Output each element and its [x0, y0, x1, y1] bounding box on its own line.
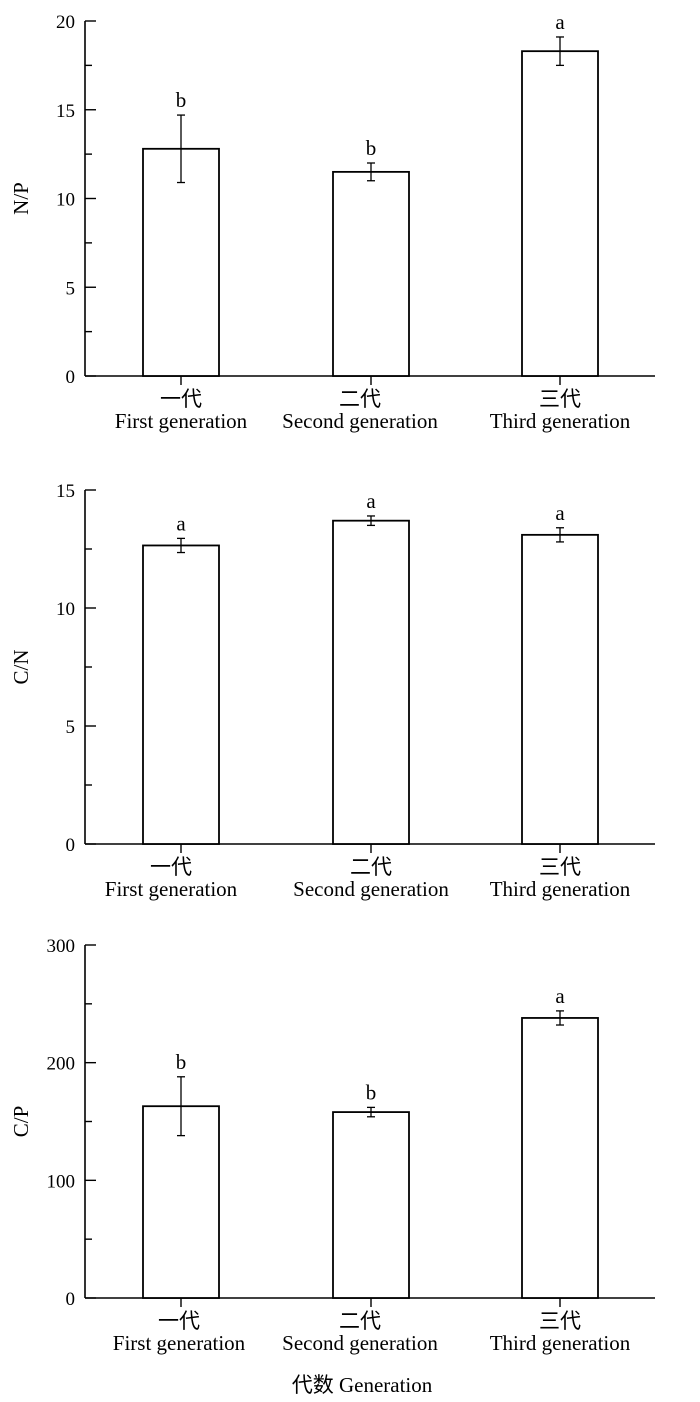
category-label-en: Third generation: [490, 1331, 631, 1355]
y-tick-label: 15: [56, 101, 75, 122]
bar-3: [521, 533, 599, 845]
category-label-en: Third generation: [490, 409, 631, 433]
bar-3: [521, 1017, 599, 1299]
y-axis-title: C/P: [9, 1106, 33, 1138]
category-label-en: Second generation: [282, 1331, 438, 1355]
category-label-en: Second generation: [293, 877, 449, 901]
category-label-zh: 一代: [150, 855, 192, 879]
category-label-zh: 三代: [539, 855, 581, 879]
y-tick-label: 15: [56, 481, 75, 502]
y-axis-title: C/N: [9, 649, 33, 684]
bar-2: [332, 170, 410, 377]
y-tick-label: 5: [66, 278, 76, 299]
y-tick-label: 0: [66, 367, 76, 388]
y-tick-label: 100: [47, 1171, 76, 1192]
category-label-zh: 一代: [160, 387, 202, 411]
category-label-zh: 一代: [158, 1309, 200, 1333]
category-label-en: First generation: [113, 1331, 246, 1355]
category-label-en: First generation: [105, 877, 238, 901]
category-label-zh: 三代: [539, 387, 581, 411]
significance-letter-1: b: [176, 1050, 187, 1074]
significance-letter-3: a: [555, 501, 565, 525]
significance-letter-3: a: [555, 984, 565, 1008]
category-label-zh: 三代: [539, 1309, 581, 1333]
category-label-zh: 二代: [339, 1309, 381, 1333]
category-label-en: First generation: [115, 409, 248, 433]
bar-1: [142, 147, 220, 377]
category-label-en: Third generation: [490, 877, 631, 901]
y-axis-title: N/P: [9, 182, 33, 215]
category-label-zh: 二代: [350, 855, 392, 879]
y-tick-label: 10: [56, 190, 75, 211]
significance-letter-2: b: [366, 136, 377, 160]
bar-1: [142, 1105, 220, 1299]
significance-letter-1: a: [176, 511, 186, 535]
significance-letter-2: a: [366, 489, 376, 513]
y-tick-label: 0: [66, 835, 76, 856]
significance-letter-2: b: [366, 1080, 377, 1104]
bar-2: [332, 519, 410, 845]
y-tick-label: 20: [56, 12, 75, 33]
y-tick-label: 0: [66, 1289, 76, 1310]
bar-2: [332, 1111, 410, 1299]
bar-1: [142, 544, 220, 845]
x-axis-title: 代数 Generation: [292, 1373, 433, 1397]
bar-3: [521, 50, 599, 377]
category-label-en: Second generation: [282, 409, 438, 433]
y-tick-label: 5: [66, 717, 76, 738]
category-label-zh: 二代: [339, 387, 381, 411]
y-tick-label: 200: [47, 1054, 76, 1075]
significance-letter-1: b: [176, 88, 187, 112]
y-tick-label: 300: [47, 936, 76, 957]
significance-letter-3: a: [555, 10, 565, 34]
y-tick-label: 10: [56, 599, 75, 620]
